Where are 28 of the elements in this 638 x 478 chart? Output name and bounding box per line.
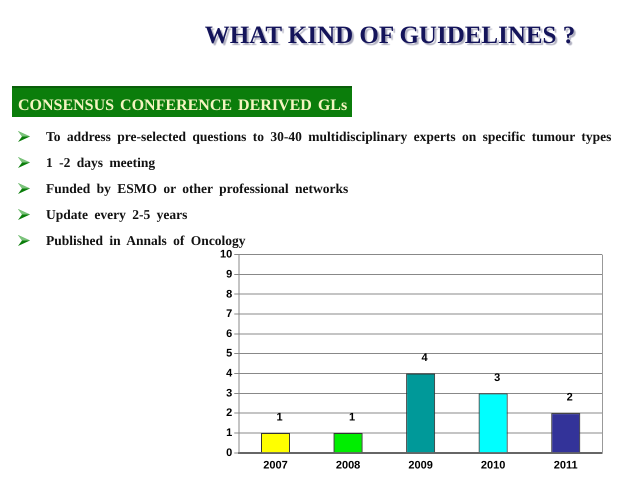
y-tick-label: 1 <box>226 427 232 440</box>
y-tick-label: 0 <box>226 446 232 459</box>
x-tick-label: 2007 <box>263 459 288 472</box>
y-tick-label: 6 <box>226 328 232 340</box>
text: To address pre-selected questions to 30-40 multidisciplinary experts on specific tumour types <box>46 129 612 145</box>
x-tick-label: 2009 <box>408 459 433 472</box>
x-tick-label: 2011 <box>554 459 578 472</box>
y-tick-label: 4 <box>226 368 234 380</box>
x-tick-label: 2008 <box>336 459 360 472</box>
y-tick-label: 2 <box>226 407 232 420</box>
text: Update every 2-5 years <box>46 207 188 223</box>
data-label: 1 <box>276 412 283 424</box>
y-tick-label: 8 <box>226 288 232 300</box>
y-tick-label: 3 <box>226 387 232 400</box>
y-tick-label: 7 <box>226 308 232 320</box>
text: 1 -2 days meeting <box>46 155 156 171</box>
data-label: 1 <box>349 412 356 424</box>
data-label: 4 <box>422 352 429 364</box>
y-tick-label: 9 <box>226 268 232 280</box>
data-label: 2 <box>566 392 573 404</box>
data-label: 3 <box>494 372 500 384</box>
chart-subtitle: CONSENSUS CONFERENCE DERIVED GLs <box>18 97 348 115</box>
y-tick-label: 10 <box>220 248 232 261</box>
text: Published in Annals of Oncology <box>46 233 246 249</box>
text: Funded by ESMO or other professional networks <box>46 181 348 197</box>
y-tick-label: 5 <box>226 348 232 360</box>
x-tick-label: 2010 <box>480 459 506 472</box>
chart-title: WHAT KIND OF GUIDELINES ? <box>204 22 576 50</box>
